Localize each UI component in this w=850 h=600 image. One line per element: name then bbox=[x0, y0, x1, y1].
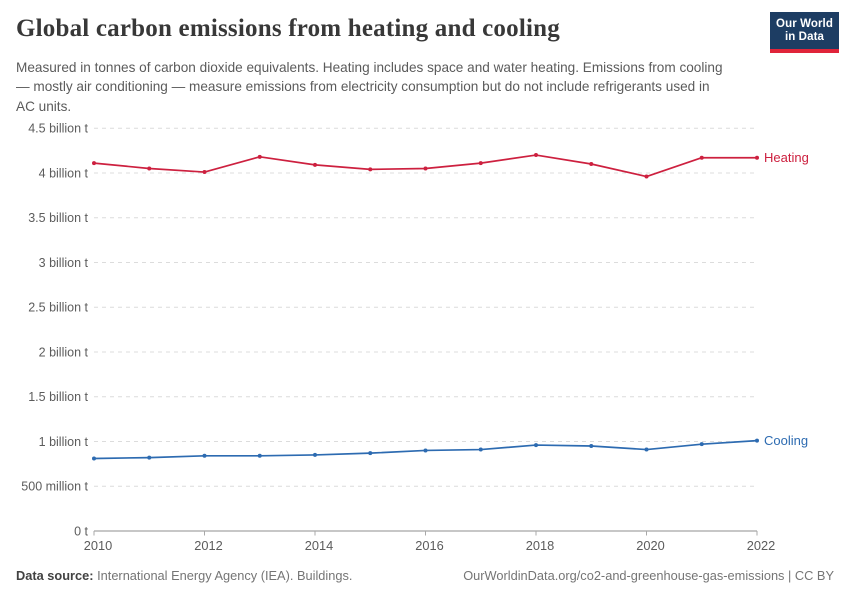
heating-point[interactable] bbox=[534, 153, 538, 158]
heating-point[interactable] bbox=[644, 174, 649, 179]
heating-point[interactable] bbox=[313, 162, 317, 167]
owid-logo[interactable]: Our World in Data bbox=[770, 12, 839, 53]
cooling-point[interactable] bbox=[755, 438, 759, 443]
data-source: Data source: International Energy Agency… bbox=[16, 568, 352, 583]
cooling-point[interactable] bbox=[534, 443, 538, 448]
owid-link[interactable]: OurWorldinData.org/co2-and-greenhouse-ga… bbox=[463, 568, 834, 583]
x-axis-tick-label: 2018 bbox=[526, 538, 554, 553]
y-axis-tick-label: 1.5 billion t bbox=[28, 390, 88, 404]
cooling-point[interactable] bbox=[368, 451, 373, 456]
cooling-point[interactable] bbox=[423, 448, 428, 453]
heating-point[interactable] bbox=[589, 162, 594, 167]
chart-footer: Data source: International Energy Agency… bbox=[16, 568, 834, 583]
heating-point[interactable] bbox=[478, 161, 483, 166]
heating-point[interactable] bbox=[755, 155, 759, 160]
owid-logo-line2: in Data bbox=[784, 31, 825, 43]
heating-point[interactable] bbox=[257, 154, 262, 159]
x-axis-tick-label: 2020 bbox=[636, 538, 664, 553]
x-axis-tick-label: 2014 bbox=[305, 538, 333, 553]
cooling-point[interactable] bbox=[202, 453, 207, 458]
y-axis-tick-label: 0 t bbox=[74, 525, 88, 539]
chart-subtitle: Measured in tonnes of carbon dioxide equ… bbox=[16, 60, 723, 114]
y-axis-tick-label: 2 billion t bbox=[39, 345, 89, 359]
cooling-point[interactable] bbox=[589, 443, 594, 448]
heating-point[interactable] bbox=[92, 161, 96, 166]
x-axis-tick-label: 2022 bbox=[747, 538, 775, 553]
heating-point[interactable] bbox=[699, 155, 704, 160]
y-axis-tick-label: 4.5 billion t bbox=[28, 122, 88, 136]
cooling-point[interactable] bbox=[257, 453, 262, 458]
page-title: Global carbon emissions from heating and… bbox=[16, 15, 560, 42]
cooling-point[interactable] bbox=[147, 455, 152, 460]
data-source-label: Data source: bbox=[16, 568, 94, 583]
data-source-text: International Energy Agency (IEA). Build… bbox=[93, 568, 353, 583]
heating-series-label[interactable]: Heating bbox=[764, 150, 809, 165]
cooling-point[interactable] bbox=[699, 442, 704, 447]
x-axis-tick-label: 2012 bbox=[194, 538, 222, 553]
heating-point[interactable] bbox=[368, 167, 373, 172]
heating-point[interactable] bbox=[147, 166, 152, 171]
cooling-point[interactable] bbox=[92, 456, 96, 461]
y-axis-tick-label: 2.5 billion t bbox=[28, 301, 88, 315]
y-axis-tick-label: 3 billion t bbox=[39, 256, 89, 270]
y-axis-tick-label: 4 billion t bbox=[39, 166, 89, 180]
y-axis-tick-label: 500 million t bbox=[21, 480, 88, 494]
y-axis-tick-label: 1 billion t bbox=[39, 435, 89, 449]
cooling-point[interactable] bbox=[478, 447, 483, 452]
x-axis-tick-label: 2010 bbox=[84, 538, 112, 553]
owid-logo-line1: Our World bbox=[776, 18, 833, 30]
cooling-series-label[interactable]: Cooling bbox=[764, 433, 808, 448]
cooling-point[interactable] bbox=[313, 452, 317, 457]
x-axis-tick-label: 2016 bbox=[415, 538, 443, 553]
heating-point[interactable] bbox=[202, 170, 207, 175]
heating-point[interactable] bbox=[423, 166, 428, 171]
cooling-point[interactable] bbox=[644, 447, 649, 452]
y-axis-tick-label: 3.5 billion t bbox=[28, 211, 88, 225]
